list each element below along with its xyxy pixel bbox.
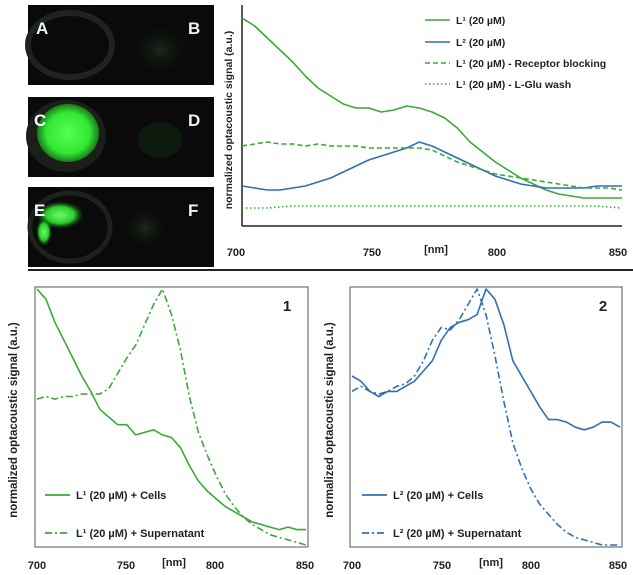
plot-frame xyxy=(34,286,309,548)
y-axis-label: normalized optacoustic signal (a.u.) xyxy=(8,322,20,518)
x-tick-label: 800 xyxy=(488,247,506,259)
panel-letter-b: B xyxy=(188,19,200,38)
legend-entry: L² (20 µM) xyxy=(456,37,505,49)
series-line-1 xyxy=(36,288,306,531)
panel-letter-f: F xyxy=(188,201,198,220)
x-tick-label: 850 xyxy=(609,247,627,259)
x-axis-label: [nm] xyxy=(479,557,503,569)
panel-letter-e: E xyxy=(34,201,45,220)
series-group xyxy=(241,17,623,209)
legend-entry: L¹ (20 µM) + Cells xyxy=(76,490,166,502)
legend-entry: L¹ (20 µM) - Receptor blocking xyxy=(456,58,606,70)
x-tick-label: 800 xyxy=(522,560,540,572)
image-panels: A B C D E F xyxy=(25,5,214,267)
series-line-2 xyxy=(351,288,620,546)
series-line-2 xyxy=(36,288,307,546)
legend-entry: L¹ (20 µM) + Supernatant xyxy=(76,528,205,540)
well-ring xyxy=(138,122,182,158)
legend-entry: L¹ (20 µM) xyxy=(456,15,505,27)
x-tick-label: 850 xyxy=(296,560,314,572)
x-tick-label: 750 xyxy=(117,560,135,572)
x-tick-label: 700 xyxy=(28,560,46,572)
legend-entry: L¹ (20 µM) - L-Glu wash xyxy=(456,79,571,91)
well-ring xyxy=(121,206,169,250)
image-panel-cd: C D xyxy=(26,97,214,177)
series-line-1 xyxy=(351,288,621,431)
panel-number: 1 xyxy=(283,298,291,315)
x-tick-label: 750 xyxy=(433,560,451,572)
x-tick-label: 800 xyxy=(206,560,224,572)
y-axis-label: normalized optacoustic signal (a.u.) xyxy=(223,31,235,210)
well-ring xyxy=(130,24,190,76)
series-line-2 xyxy=(241,141,622,191)
well-ring xyxy=(25,10,115,80)
panel-letter-a: A xyxy=(36,19,48,38)
series-line-1 xyxy=(241,17,622,199)
x-axis-label: [nm] xyxy=(162,557,186,569)
series-group xyxy=(36,288,307,546)
panel-number: 2 xyxy=(599,298,607,315)
chart-top: normalized optacoustic signal (a.u.) 700… xyxy=(223,5,627,259)
x-tick-label: 750 xyxy=(363,247,381,259)
image-panel-ab: A B xyxy=(25,5,214,85)
x-tick-label: 700 xyxy=(227,247,245,259)
chart-bottom-1: 1 normalized optacoustic signal (a.u.) 7… xyxy=(8,286,314,572)
chart-bottom-2: 2 normalized optacoustic signal (a.u.) 7… xyxy=(324,286,627,572)
series-line-3 xyxy=(241,141,623,191)
legend: L² (20 µM) + Cells L² (20 µM) + Supernat… xyxy=(362,490,522,540)
series-group xyxy=(351,288,621,546)
well-ring xyxy=(27,190,113,264)
image-panel-ef: E F xyxy=(27,187,214,267)
fluorescence-spot xyxy=(37,104,99,162)
x-axis-label: [nm] xyxy=(424,244,448,256)
fluorescence-spot xyxy=(36,218,52,246)
series-line-4 xyxy=(242,205,623,209)
legend: L¹ (20 µM) L² (20 µM) L¹ (20 µM) - Recep… xyxy=(425,15,606,91)
legend: L¹ (20 µM) + Cells L¹ (20 µM) + Supernat… xyxy=(45,490,205,540)
legend-entry: L² (20 µM) + Supernatant xyxy=(393,528,522,540)
panel-letter-c: C xyxy=(34,111,46,130)
x-tick-label: 700 xyxy=(343,560,361,572)
x-tick-label: 850 xyxy=(609,560,627,572)
legend-entry: L² (20 µM) + Cells xyxy=(393,490,483,502)
y-axis-label: normalized optacoustic signal (a.u.) xyxy=(324,322,336,518)
plot-frame xyxy=(349,286,623,548)
panel-letter-d: D xyxy=(188,111,200,130)
